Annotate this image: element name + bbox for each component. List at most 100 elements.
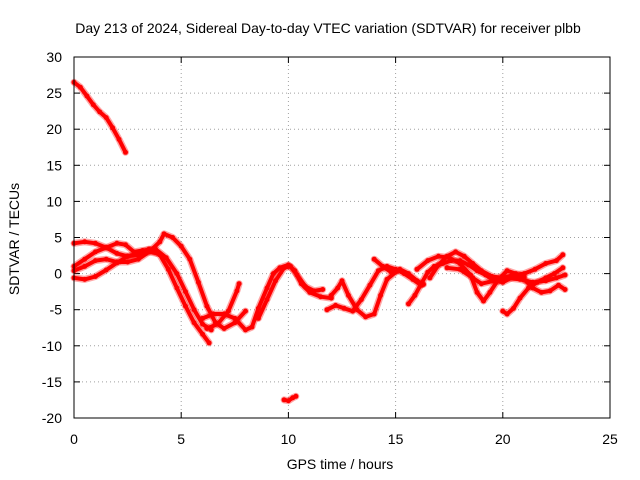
data-point: [174, 271, 180, 277]
data-point: [320, 287, 326, 292]
data-point: [116, 136, 122, 142]
data-point: [418, 281, 424, 287]
data-point: [474, 289, 480, 295]
x-tick-label: 25: [602, 431, 618, 447]
data-point: [560, 265, 566, 271]
data-point: [358, 297, 364, 303]
data-point: [125, 253, 131, 259]
data-point: [243, 308, 248, 314]
data-point: [165, 266, 171, 272]
series-line-arc-mid-4: [329, 270, 398, 319]
data-point: [350, 308, 356, 314]
data-point: [427, 275, 433, 281]
data-point: [481, 298, 486, 304]
data-point: [206, 340, 212, 346]
data-point: [264, 285, 270, 291]
data-point: [183, 289, 188, 295]
data-point: [135, 256, 141, 262]
y-tick-label: 30: [46, 49, 62, 65]
data-point: [311, 288, 317, 294]
data-point: [457, 261, 463, 266]
data-point: [371, 311, 377, 317]
data-point: [110, 125, 116, 131]
data-point: [183, 303, 188, 309]
y-tick-label: 15: [46, 157, 62, 173]
data-point: [264, 297, 270, 303]
x-tick-labels: 0 5 10 15 20 25: [70, 431, 618, 447]
data-point: [333, 302, 339, 308]
data-point: [236, 281, 242, 287]
data-point: [532, 266, 538, 272]
y-axis-title: SDTVAR / TECUs: [6, 183, 22, 295]
x-tick-label: 5: [177, 431, 185, 447]
data-point: [487, 289, 493, 295]
data-point: [367, 282, 373, 288]
data-point: [84, 93, 90, 99]
data-point: [234, 288, 240, 294]
data-point: [157, 252, 163, 258]
data-point: [425, 258, 431, 264]
data-point: [551, 271, 557, 277]
data-point: [543, 261, 549, 266]
data-point: [174, 285, 180, 291]
x-tick-label: 10: [281, 431, 297, 447]
data-point: [363, 314, 369, 320]
data-point: [204, 303, 210, 309]
data-point: [123, 149, 128, 155]
data-point: [530, 285, 536, 291]
data-point: [466, 262, 471, 268]
data-point: [378, 292, 384, 298]
data-point: [103, 256, 109, 262]
data-point: [470, 261, 476, 266]
data-point: [294, 272, 300, 278]
x-axis-title: GPS time / hours: [287, 456, 394, 472]
data-point: [204, 326, 210, 331]
data-point: [341, 305, 347, 311]
data-point: [397, 266, 403, 272]
data-point: [114, 259, 120, 265]
y-tick-label: -10: [42, 338, 62, 354]
data-point: [255, 315, 261, 321]
data-point: [170, 235, 176, 240]
x-tick-label: 20: [495, 431, 511, 447]
data-point: [553, 258, 559, 264]
data-point: [538, 289, 544, 295]
data-point: [560, 252, 566, 258]
data-point: [255, 305, 261, 311]
data-point: [215, 321, 221, 327]
data-point: [517, 295, 523, 301]
data-point: [225, 308, 231, 314]
data-point: [303, 284, 309, 290]
data-point: [161, 231, 167, 237]
data-point: [200, 331, 206, 337]
data-point: [339, 278, 345, 284]
data-point: [92, 274, 98, 279]
y-tick-labels: -20 -15 -10 -5 0 5 10 15 20 25 30: [42, 49, 62, 426]
data-point: [375, 268, 381, 274]
data-point: [178, 243, 184, 249]
data-point: [82, 276, 88, 282]
data-point: [384, 276, 390, 282]
data-point: [249, 324, 255, 330]
data-point: [521, 276, 527, 282]
data-point: [414, 266, 420, 272]
data-point: [97, 109, 103, 115]
data-point: [191, 320, 197, 326]
grid-lines: [74, 57, 610, 418]
data-point: [191, 307, 197, 313]
data-point: [92, 258, 98, 264]
data-point: [270, 271, 276, 277]
data-point: [543, 275, 549, 281]
data-point: [92, 249, 98, 255]
data-point: [436, 262, 441, 268]
data-point: [187, 256, 193, 262]
data-point: [77, 84, 83, 90]
data-point: [517, 276, 523, 282]
chart-title: Day 213 of 2024, Sidereal Day-to-day VTE…: [75, 20, 581, 36]
data-point: [491, 278, 497, 284]
data-point: [335, 285, 341, 291]
data-point: [163, 255, 169, 261]
data-point: [103, 115, 109, 121]
data-point: [414, 278, 420, 284]
data-point: [521, 271, 527, 277]
